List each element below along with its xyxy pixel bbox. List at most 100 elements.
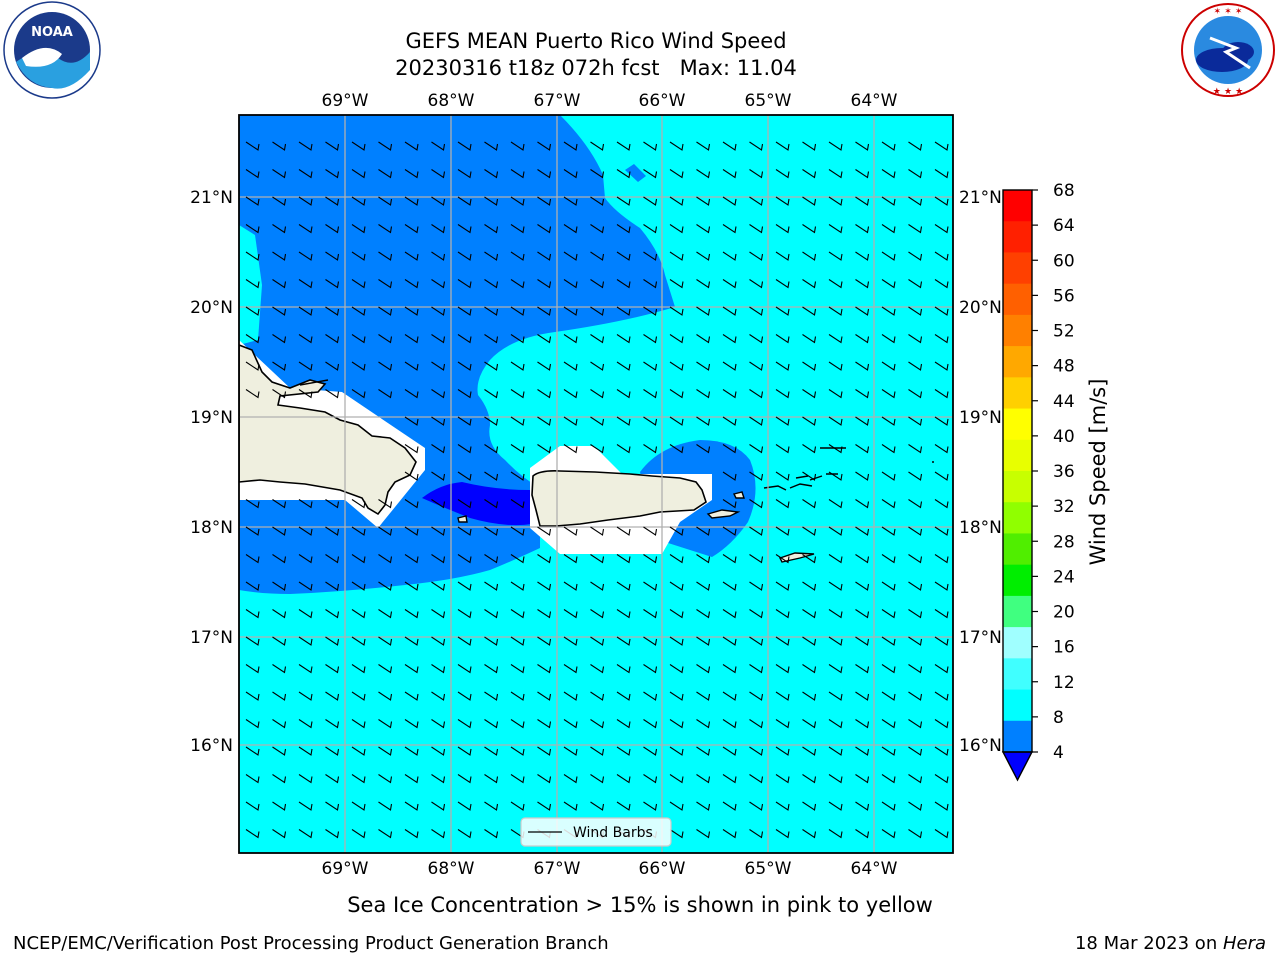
wind-barb bbox=[457, 581, 472, 591]
wind-barb bbox=[457, 554, 472, 564]
wind-barb bbox=[828, 746, 843, 756]
wind-barb bbox=[378, 554, 393, 564]
wind-barb bbox=[404, 581, 419, 591]
wind-barb bbox=[563, 361, 578, 371]
wind-barb bbox=[881, 444, 896, 454]
wind-barb bbox=[828, 389, 843, 399]
wind-barb bbox=[325, 554, 340, 564]
wind-barb bbox=[484, 581, 499, 591]
wind-barb bbox=[908, 774, 923, 784]
lon-label: 64°W bbox=[851, 859, 898, 879]
wind-barb bbox=[802, 279, 817, 289]
wind-barb bbox=[245, 499, 260, 509]
wind-barb bbox=[590, 554, 605, 564]
wind-barb bbox=[749, 746, 764, 756]
lon-label: 66°W bbox=[639, 91, 686, 111]
wind-barb bbox=[431, 554, 446, 564]
wind-barb bbox=[881, 334, 896, 344]
wind-barb bbox=[537, 526, 552, 536]
wind-barb bbox=[378, 636, 393, 646]
wind-barb bbox=[749, 361, 764, 371]
wind-barb bbox=[696, 279, 711, 289]
wind-barb bbox=[802, 251, 817, 261]
wind-barb bbox=[828, 471, 843, 481]
wind-barb bbox=[643, 361, 658, 371]
wind-barb bbox=[855, 334, 870, 344]
wind-barb bbox=[272, 141, 287, 151]
wind-barb bbox=[855, 636, 870, 646]
wind-barb bbox=[749, 416, 764, 426]
colorbar-extend-arrow bbox=[1001, 751, 1034, 782]
wind-barb bbox=[378, 774, 393, 784]
wind-barb bbox=[908, 746, 923, 756]
wind-barb bbox=[537, 224, 552, 234]
colorbar-tick-label: 68 bbox=[1053, 181, 1075, 201]
wind-barb bbox=[616, 554, 631, 564]
wind-barb bbox=[669, 279, 684, 289]
wind-barb bbox=[537, 389, 552, 399]
wind-barb bbox=[457, 526, 472, 536]
wind-barb bbox=[537, 801, 552, 811]
lon-labels-bottom: 69°W 68°W 67°W 66°W 65°W 64°W bbox=[322, 859, 898, 879]
wind-barb bbox=[457, 196, 472, 206]
wind-barb bbox=[431, 801, 446, 811]
lon-labels-top: 69°W 68°W 67°W 66°W 65°W 64°W bbox=[322, 91, 898, 111]
wind-barb bbox=[510, 196, 525, 206]
wind-barb bbox=[775, 609, 790, 619]
wind-barb bbox=[749, 306, 764, 316]
wind-barb bbox=[245, 801, 260, 811]
wind-barb bbox=[934, 251, 949, 261]
wind-barb bbox=[669, 169, 684, 179]
colorbar-label: Wind Speed [m/s] bbox=[1086, 379, 1110, 566]
wind-barb bbox=[616, 389, 631, 399]
wind-barb bbox=[351, 746, 366, 756]
wind-barb bbox=[590, 141, 605, 151]
wind-barb bbox=[881, 361, 896, 371]
wind-barb bbox=[563, 719, 578, 729]
colorbar-swatch bbox=[1003, 252, 1032, 285]
wind-barb bbox=[669, 361, 684, 371]
wind-barb bbox=[775, 554, 790, 564]
colorbar-swatch bbox=[1003, 283, 1032, 316]
wind-barb bbox=[802, 334, 817, 344]
wind-barb bbox=[245, 334, 260, 344]
wind-barb bbox=[404, 279, 419, 289]
wind-barb bbox=[908, 196, 923, 206]
wind-barb bbox=[590, 389, 605, 399]
wind-barb bbox=[749, 334, 764, 344]
wind-barb bbox=[298, 389, 313, 399]
lat-label: 18°N bbox=[959, 518, 1002, 538]
wind-barb bbox=[510, 306, 525, 316]
wind-barb bbox=[828, 416, 843, 426]
wind-barb bbox=[457, 499, 472, 509]
wind-barb bbox=[404, 196, 419, 206]
wind-barb bbox=[325, 169, 340, 179]
wind-barb bbox=[325, 361, 340, 371]
wind-barb bbox=[749, 691, 764, 701]
wind-barb bbox=[431, 526, 446, 536]
wind-barb bbox=[855, 141, 870, 151]
footer-host: Hera bbox=[1223, 933, 1266, 954]
map-frame bbox=[238, 114, 954, 854]
colorbar-tick-label: 64 bbox=[1053, 216, 1075, 236]
wind-barb bbox=[934, 554, 949, 564]
lat-label: 19°N bbox=[959, 408, 1002, 428]
wind-barb bbox=[325, 719, 340, 729]
wind-barb bbox=[457, 279, 472, 289]
wind-barb bbox=[881, 499, 896, 509]
wind-barb bbox=[616, 196, 631, 206]
wind-barb bbox=[881, 389, 896, 399]
wind-barb bbox=[325, 306, 340, 316]
lat-labels-left: 21°N 20°N 19°N 18°N 17°N 16°N bbox=[190, 188, 233, 756]
wind-barb bbox=[775, 719, 790, 729]
wind-barb bbox=[325, 499, 340, 509]
wind-barb bbox=[616, 609, 631, 619]
wind-barb bbox=[510, 609, 525, 619]
wind-barb bbox=[457, 416, 472, 426]
wind-barb bbox=[881, 774, 896, 784]
wind-barb bbox=[484, 609, 499, 619]
wind-barb bbox=[590, 691, 605, 701]
wind-barb bbox=[908, 719, 923, 729]
wind-barb bbox=[775, 746, 790, 756]
wind-barb bbox=[643, 526, 658, 536]
